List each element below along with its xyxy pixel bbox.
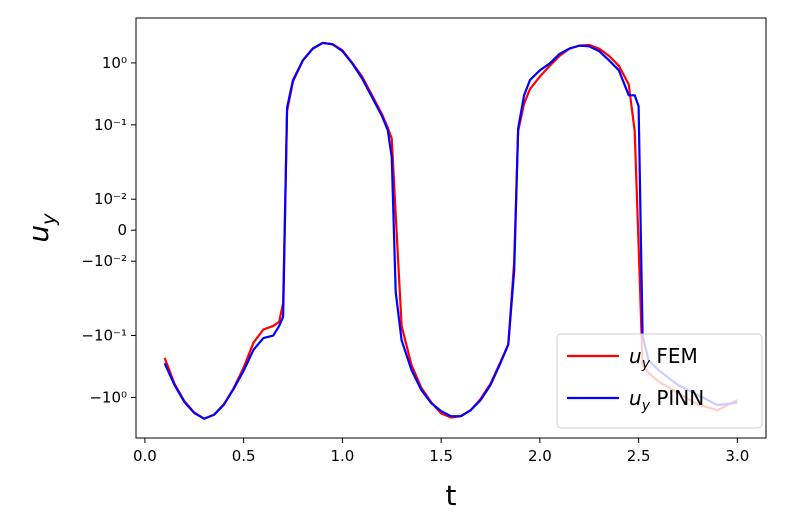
- legend-label: uy PINN: [629, 386, 704, 414]
- y-tick-label: −10⁻¹: [81, 327, 127, 345]
- plot-frame: [135, 17, 767, 439]
- y-tick-label: −10⁰: [89, 389, 127, 407]
- x-tick-label: 2.0: [528, 447, 552, 465]
- x-tick-label: 3.0: [725, 447, 749, 465]
- legend-box: [556, 333, 763, 429]
- series-line: [163, 41, 738, 420]
- x-tick-label: 1.5: [429, 447, 453, 465]
- x-tick-label: 0.5: [232, 447, 256, 465]
- y-tick-label: 10⁰: [102, 54, 127, 72]
- y-tick-label: −10⁻²: [81, 252, 127, 270]
- x-axis-label: t: [446, 479, 457, 512]
- y-tick-label: 10⁻¹: [94, 116, 127, 134]
- y-axis-label: uy: [22, 213, 60, 243]
- y-tick-label: 10⁻²: [94, 190, 127, 208]
- y-tick-label: 0: [117, 221, 127, 239]
- legend-label: uy FEM: [629, 344, 698, 372]
- x-tick-label: 2.5: [627, 447, 651, 465]
- x-tick-label: 1.0: [330, 447, 354, 465]
- x-tick-label: 0.0: [133, 447, 157, 465]
